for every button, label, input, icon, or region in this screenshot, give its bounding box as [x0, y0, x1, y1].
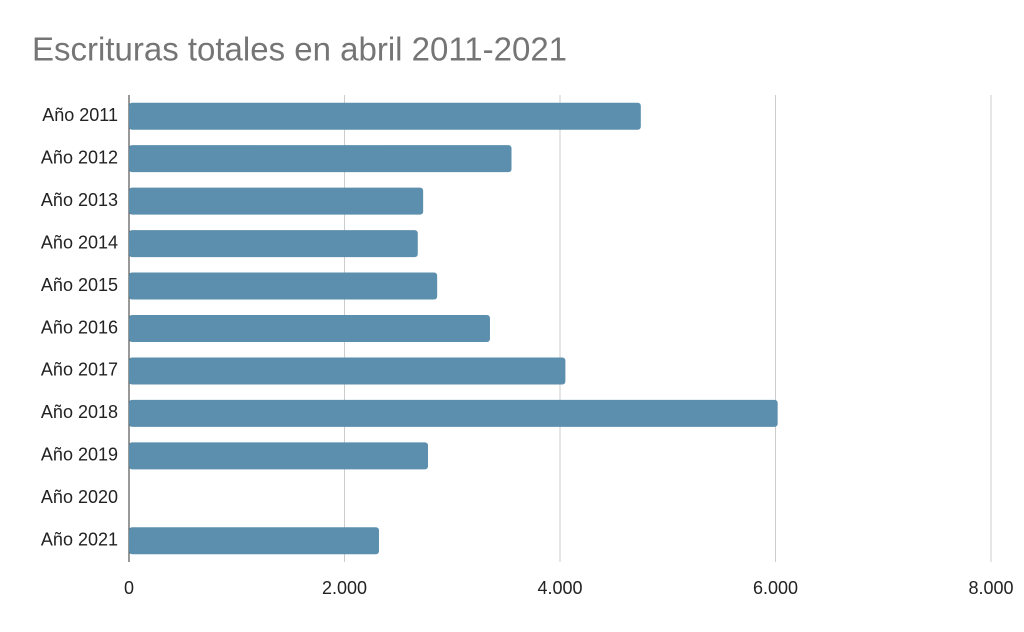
- bar: [129, 357, 566, 385]
- x-tick-label: 0: [124, 578, 134, 598]
- bar: [129, 102, 641, 130]
- y-tick-label: Año 2011: [42, 105, 118, 125]
- y-tick-label: Año 2017: [41, 360, 118, 380]
- chart-title: Escrituras totales en abril 2011-2021: [32, 31, 567, 68]
- y-tick-label: Año 2012: [41, 147, 118, 167]
- y-tick-label: Año 2014: [41, 232, 118, 252]
- y-tick-label: Año 2015: [41, 275, 118, 295]
- bar: [129, 399, 778, 427]
- y-tick-label: Año 2019: [41, 445, 118, 465]
- bar: [129, 187, 424, 215]
- x-tick-label: 6.000: [753, 578, 798, 598]
- y-tick-label: Año 2021: [41, 530, 118, 550]
- y-tick-label: Año 2020: [41, 487, 118, 507]
- y-tick-label: Año 2016: [41, 317, 118, 337]
- x-tick-label: 2.000: [322, 578, 367, 598]
- bar: [129, 315, 490, 342]
- bar: [129, 230, 418, 258]
- bar: [129, 442, 429, 470]
- bar: [129, 272, 438, 300]
- x-tick-label: 4.000: [537, 578, 582, 598]
- bar: [129, 145, 512, 173]
- bar: [129, 527, 379, 555]
- y-tick-label: Año 2018: [41, 402, 118, 422]
- y-tick-label: Año 2013: [41, 190, 118, 210]
- x-tick-label: 8.000: [968, 578, 1013, 598]
